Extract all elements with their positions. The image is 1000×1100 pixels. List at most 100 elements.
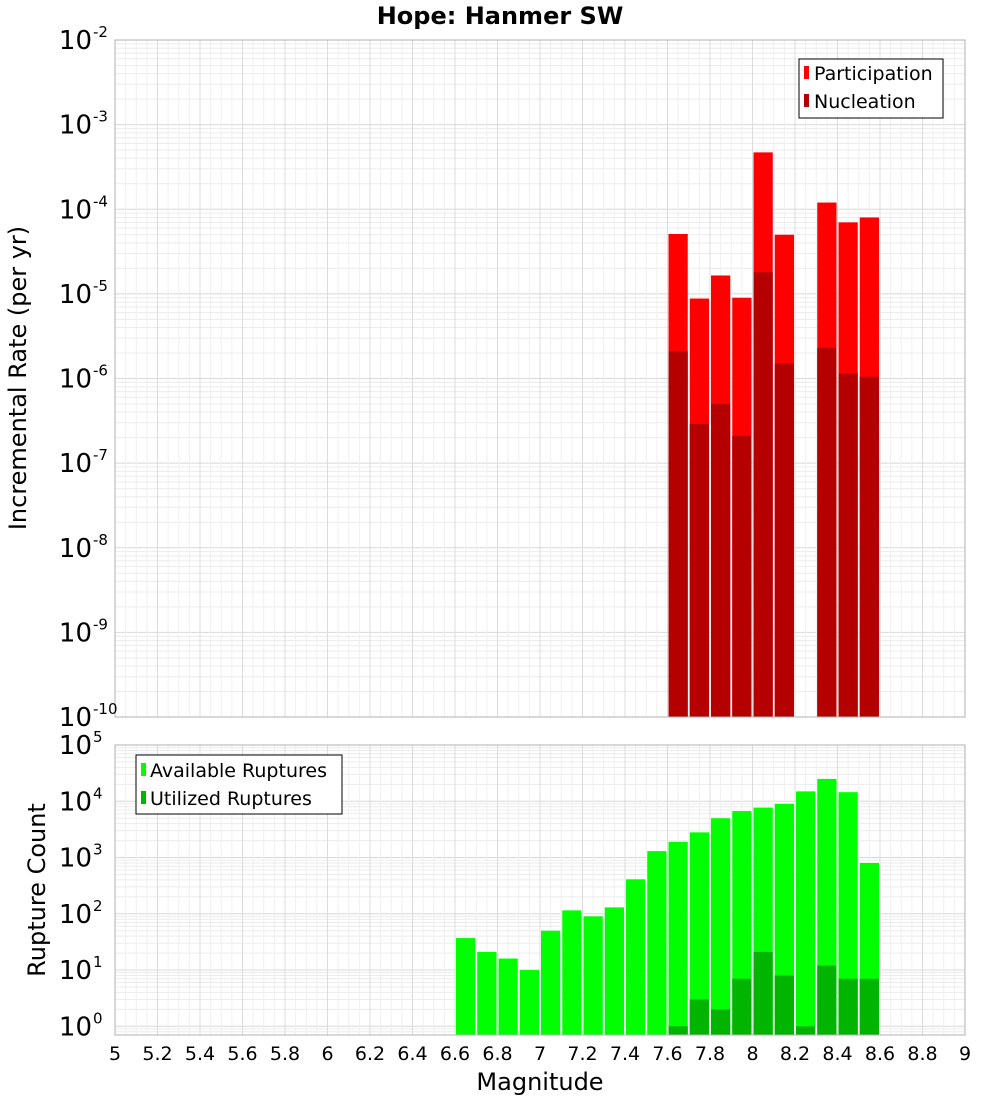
x-tick-label: 7.6 xyxy=(652,1043,682,1065)
x-tick-label: 5.4 xyxy=(185,1043,215,1065)
count-bar-available-ruptures xyxy=(456,938,476,1035)
rate-y-tick-exponent: -6 xyxy=(93,362,108,380)
count-bar-utilized-ruptures xyxy=(774,975,794,1035)
count-bar-utilized-ruptures xyxy=(817,965,837,1035)
rate-y-tick-label: 10 xyxy=(59,280,92,310)
x-tick-label: 6.4 xyxy=(397,1043,427,1065)
count-y-tick-label: 10 xyxy=(59,731,92,761)
rate-bar-nucleation xyxy=(689,423,709,717)
utilized-legend-label: Utilized Ruptures xyxy=(150,788,312,810)
count-bar-available-ruptures xyxy=(668,841,688,1035)
rate-bars xyxy=(668,152,879,718)
x-tick-label: 7 xyxy=(534,1043,546,1065)
nucleation-legend-label: Nucleation xyxy=(814,91,916,113)
rate-bar-nucleation xyxy=(711,403,731,717)
x-tick-label: 6.6 xyxy=(440,1043,470,1065)
rate-bar-nucleation xyxy=(774,363,794,717)
rate-y-tick-label: 10 xyxy=(59,534,92,564)
count-bar-utilized-ruptures xyxy=(796,1026,816,1035)
rate-y-tick-label: 10 xyxy=(59,618,92,648)
count-bar-available-ruptures xyxy=(498,958,518,1035)
count-bar-available-ruptures xyxy=(583,916,603,1035)
x-tick-label: 8.4 xyxy=(822,1043,852,1065)
count-bar-available-ruptures xyxy=(838,792,858,1035)
x-tick-label: 7.2 xyxy=(567,1043,597,1065)
x-tick-label: 8.8 xyxy=(907,1043,937,1065)
count-bar-available-ruptures xyxy=(689,832,709,1035)
rate-y-tick-label: 10 xyxy=(59,26,92,56)
rate-bar-nucleation xyxy=(668,351,688,717)
x-tick-label: 8.2 xyxy=(780,1043,810,1065)
available-legend-swatch xyxy=(141,763,146,776)
count-y-tick-label: 10 xyxy=(59,900,92,930)
x-tick-label: 6.2 xyxy=(355,1043,385,1065)
count-bar-utilized-ruptures xyxy=(689,999,709,1035)
count-bar-available-ruptures xyxy=(647,851,667,1035)
count-y-tick-exponent: 4 xyxy=(93,784,103,802)
count-bar-available-ruptures xyxy=(711,818,731,1035)
x-tick-label: 5.8 xyxy=(270,1043,300,1065)
x-ticks: 5 5.2 5.4 5.6 5.8 6 6.2 6.4 6.6 6.8 7 7.2 7.4 7.6 7.8 8… xyxy=(109,1043,971,1065)
count-y-tick-exponent: 3 xyxy=(93,841,103,859)
x-tick-label: 8 xyxy=(746,1043,758,1065)
count-y-axis-label: Rupture Count xyxy=(23,803,51,977)
rate-bar-nucleation xyxy=(859,376,879,717)
rate-bar-nucleation xyxy=(753,272,773,717)
count-bar-utilized-ruptures xyxy=(859,978,879,1035)
rate-y-tick-label: 10 xyxy=(59,365,92,395)
rate-bar-nucleation xyxy=(732,435,752,717)
rate-y-tick-label: 10 xyxy=(59,449,92,479)
count-y-tick-label: 10 xyxy=(59,956,92,986)
rate-y-tick-exponent: -9 xyxy=(93,615,108,633)
rate-y-tick-label: 10 xyxy=(59,111,92,141)
rate-bar-nucleation xyxy=(817,347,837,717)
count-bar-available-ruptures xyxy=(541,930,561,1035)
nucleation-legend-swatch xyxy=(804,94,809,107)
count-bar-utilized-ruptures xyxy=(668,1026,688,1035)
rate-legend-box xyxy=(798,58,944,119)
rate-y-tick-label: 10 xyxy=(59,195,92,225)
x-tick-label: 7.4 xyxy=(610,1043,640,1065)
x-tick-label: 5.6 xyxy=(227,1043,257,1065)
utilized-legend-swatch xyxy=(141,791,146,804)
x-tick-label: 6.8 xyxy=(482,1043,512,1065)
participation-legend-label: Participation xyxy=(814,63,933,85)
rate-y-tick-exponent: -5 xyxy=(93,277,108,295)
count-bar-available-ruptures xyxy=(477,951,497,1035)
count-y-tick-exponent: 1 xyxy=(93,953,103,971)
count-bar-available-ruptures xyxy=(562,910,582,1035)
x-tick-label: 7.8 xyxy=(695,1043,725,1065)
rate-y-tick-exponent: -7 xyxy=(93,446,108,464)
rate-plot-border xyxy=(114,39,966,718)
x-tick-label: 6 xyxy=(321,1043,333,1065)
rate-y-tick-exponent: -8 xyxy=(93,531,108,549)
rate-bar-nucleation xyxy=(838,373,858,717)
count-plot-border xyxy=(114,744,966,1036)
count-y-tick-label: 10 xyxy=(59,787,92,817)
count-y-tick-label: 10 xyxy=(59,1012,92,1042)
chart-title: Hope: Hanmer SW xyxy=(377,2,624,30)
x-tick-label: 9 xyxy=(959,1043,971,1065)
rate-y-tick-exponent: -3 xyxy=(93,108,108,126)
count-bar-available-ruptures xyxy=(796,791,816,1035)
count-legend-box xyxy=(135,754,343,815)
count-legend: Available Ruptures Utilized Ruptures xyxy=(135,754,343,815)
count-bar-utilized-ruptures xyxy=(753,951,773,1035)
rate-legend: Participation Nucleation xyxy=(798,58,944,119)
rate-y-axis-label: Incremental Rate (per yr) xyxy=(4,226,32,530)
count-bar-utilized-ruptures xyxy=(732,978,752,1035)
x-axis-label: Magnitude xyxy=(476,1068,603,1096)
count-bar-available-ruptures xyxy=(626,879,646,1035)
count-y-tick-label: 10 xyxy=(59,844,92,874)
count-bar-utilized-ruptures xyxy=(711,1009,731,1035)
participation-legend-swatch xyxy=(804,66,809,79)
x-tick-label: 8.6 xyxy=(865,1043,895,1065)
rate-y-tick-exponent: -4 xyxy=(93,192,108,210)
count-bars xyxy=(456,778,879,1035)
rate-y-tick-exponent: -10 xyxy=(93,700,118,718)
rate-grid xyxy=(114,40,966,718)
